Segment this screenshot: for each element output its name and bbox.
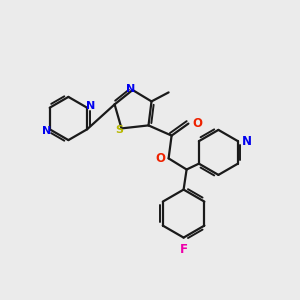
- Text: N: N: [42, 126, 51, 136]
- Text: N: N: [127, 83, 136, 94]
- Text: N: N: [85, 101, 95, 111]
- Text: O: O: [192, 117, 202, 130]
- Text: N: N: [242, 135, 252, 148]
- Text: S: S: [115, 125, 123, 135]
- Text: F: F: [180, 243, 188, 256]
- Text: O: O: [155, 152, 165, 166]
